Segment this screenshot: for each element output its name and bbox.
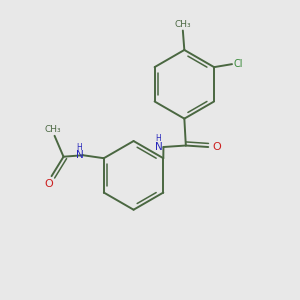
Text: N: N: [155, 142, 163, 152]
Text: H: H: [76, 142, 82, 152]
Text: CH₃: CH₃: [45, 125, 61, 134]
Text: Cl: Cl: [233, 59, 243, 69]
Text: H: H: [155, 134, 161, 143]
Text: O: O: [45, 179, 54, 189]
Text: CH₃: CH₃: [175, 20, 191, 29]
Text: N: N: [76, 150, 83, 160]
Text: O: O: [212, 142, 221, 152]
